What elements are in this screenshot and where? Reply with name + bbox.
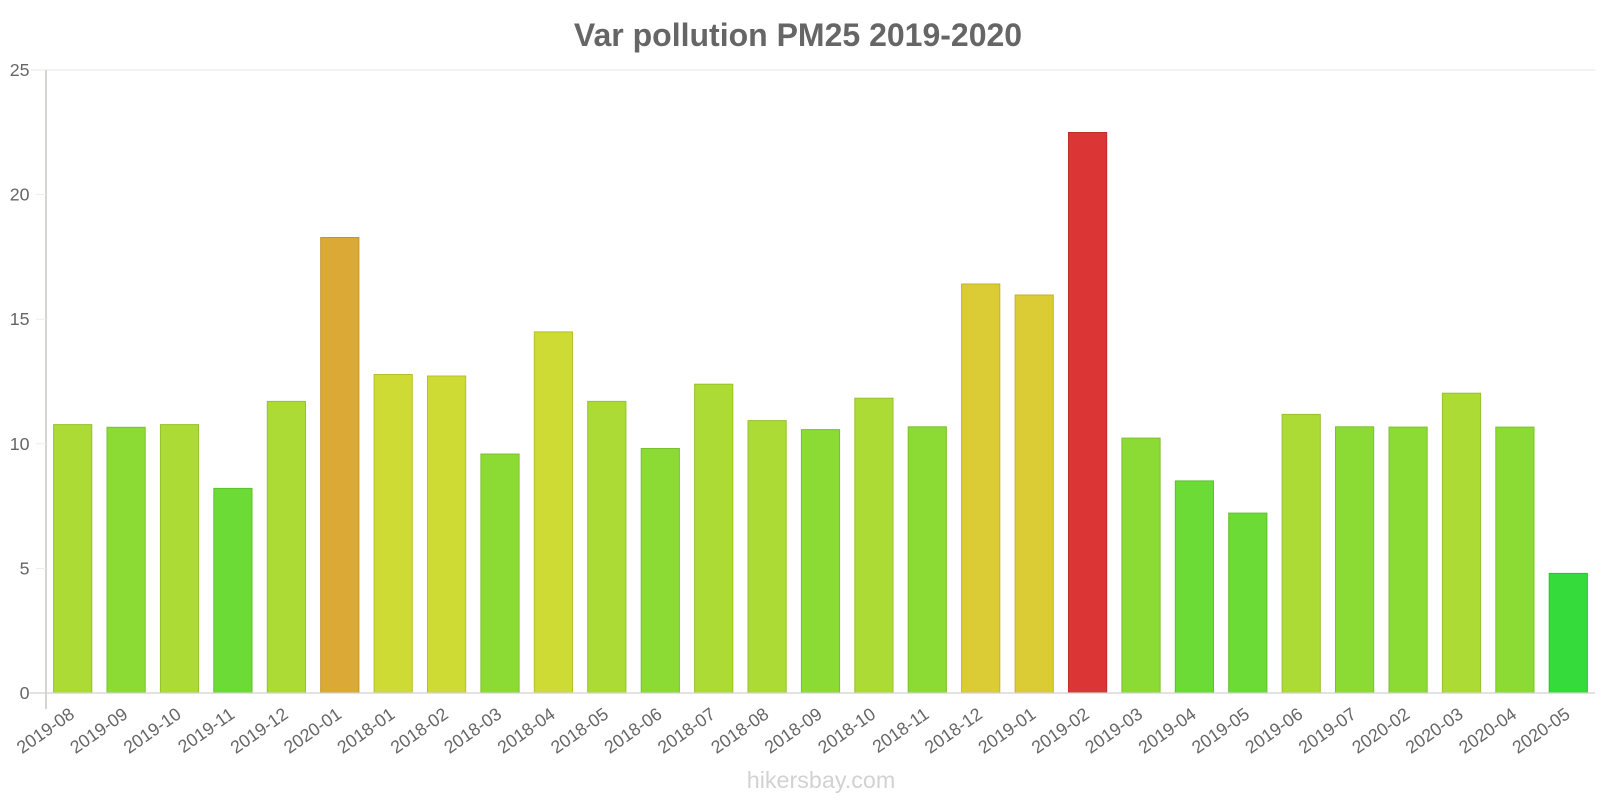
svg-text:20: 20 bbox=[10, 185, 30, 205]
svg-text:hikersbay.com: hikersbay.com bbox=[747, 767, 895, 793]
svg-text:5: 5 bbox=[20, 558, 30, 578]
svg-text:15: 15 bbox=[10, 309, 30, 329]
svg-text:25: 25 bbox=[10, 60, 30, 80]
svg-text:Var pollution PM25 2019-2020: Var pollution PM25 2019-2020 bbox=[574, 17, 1022, 53]
svg-text:0: 0 bbox=[20, 683, 30, 703]
svg-text:10: 10 bbox=[10, 434, 30, 454]
